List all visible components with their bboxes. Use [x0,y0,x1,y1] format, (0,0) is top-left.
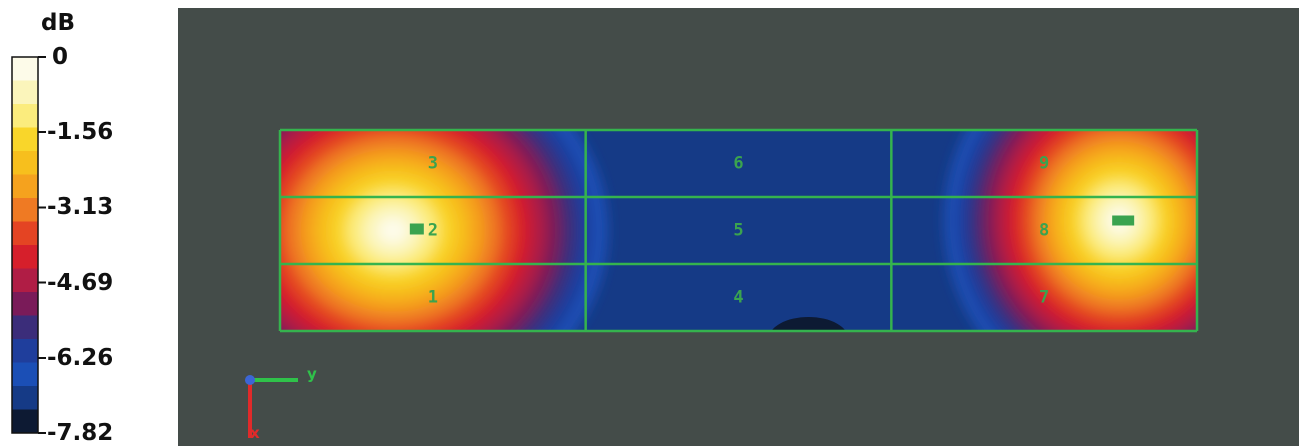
zone-label: 8 [1039,220,1050,240]
colorbar-segment [12,315,38,340]
colorbar [11,56,46,434]
hotspot-marker [409,223,424,235]
colorbar-tick-label: -6.26 [47,344,114,371]
axis-origin [245,375,255,385]
colorbar-segment [12,362,38,387]
zone-label: 1 [427,287,438,307]
colorbar-tick-label: -3.13 [47,194,114,221]
contour-band [377,216,409,245]
colorbar-segment [12,268,38,293]
colorbar-tick-label: 0 [52,44,69,70]
colorbar-segment [12,292,38,316]
zone-label: 9 [1039,153,1050,173]
colorbar-segment [12,127,38,152]
plot-area: 1 2 3 4 5 6 7 8 9 y x [178,8,1299,446]
zone-label: 5 [733,220,744,240]
colorbar-segment [12,174,38,199]
colorbar-segment [12,104,38,128]
colorbar-segment [12,151,38,175]
colorbar-segment [12,339,38,363]
zone-label: 3 [427,153,438,173]
colorbar-tick-label: -4.69 [47,269,114,296]
zone-label: 4 [733,287,744,307]
contour-minimum [771,317,846,331]
colorbar-segment [12,245,38,269]
colorbar-segment [12,409,38,434]
hotspot-marker [1112,215,1135,226]
axis-x-label: x [250,424,260,442]
colorbar-segment [12,198,38,222]
axis-y-label: y [307,365,317,383]
zone-label: 2 [427,220,438,240]
colorbar-panel: dB 0 -1.56 -3.13 -4.69 -6.26 -7.82 [0,0,170,448]
zone-label: 6 [733,153,744,173]
heatmap-svg [245,128,1199,438]
zone-label: 7 [1039,287,1050,307]
colorbar-segment [12,80,38,105]
colorbar-segment [12,221,38,246]
colorbar-tick-label: -1.56 [47,119,114,145]
heatmap-contours [280,130,1197,331]
colorbar-unit-label: dB [41,10,75,36]
colorbar-frame [11,56,39,434]
colorbar-tick-label: -7.82 [47,420,114,446]
colorbar-segment [12,57,38,81]
colorbar-segment [12,386,38,410]
